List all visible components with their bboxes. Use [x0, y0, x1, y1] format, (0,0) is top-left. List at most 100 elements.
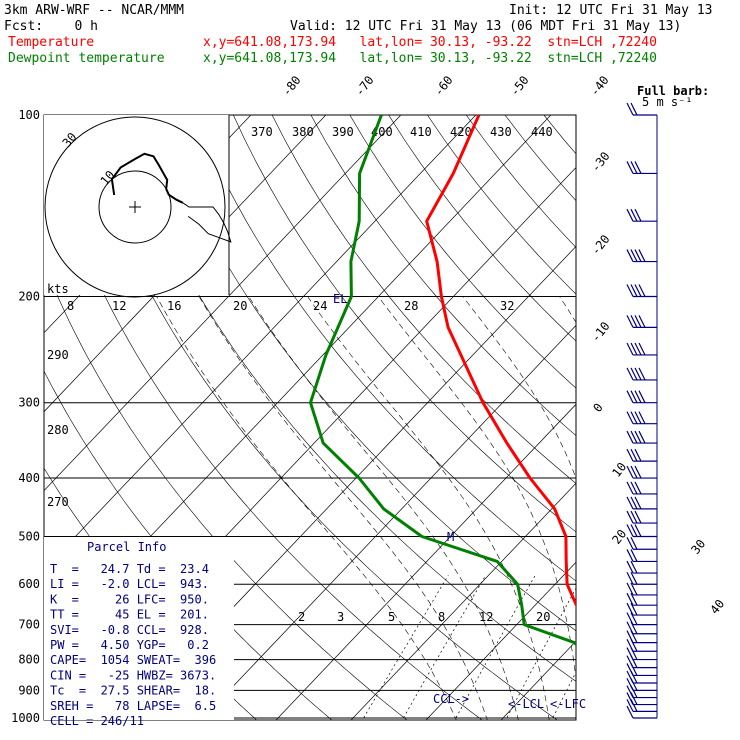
parcel-info-row: SREH = 78 LAPSE= 6.5 [50, 699, 216, 713]
wind-barb [626, 430, 657, 444]
dry-adiabat [583, 115, 740, 731]
wind-barb [626, 208, 657, 222]
mixing-ratio-label: 12 [479, 610, 493, 624]
wind-barb [626, 663, 657, 677]
theta-label: 430 [490, 125, 512, 139]
moist-adiabat [198, 296, 488, 720]
mixing-ratio-label: 5 [388, 610, 395, 624]
dry-adiabat [349, 115, 576, 389]
pressure-label: 100 [18, 108, 40, 122]
dewpoint-legend-label: Dewpoint temperature [8, 51, 165, 66]
el-marker: EL [333, 292, 347, 306]
wind-barb [626, 602, 657, 616]
hodograph-units: kts [47, 282, 69, 296]
hodograph-ring [98, 170, 172, 244]
dry-adiabat [116, 115, 576, 682]
m-marker: M [447, 530, 454, 544]
mixing-ratio-line [362, 575, 449, 720]
isotherm-label: -80 [279, 73, 303, 99]
mixing-ratio-label: 20 [233, 299, 247, 313]
theta-label: 390 [332, 125, 354, 139]
wind-barb [626, 315, 657, 328]
barb-legend-value: 5 m s⁻¹ [642, 95, 693, 109]
forecast-hour: Fcst: 0 h [4, 19, 98, 34]
wind-barb [626, 705, 657, 719]
wind-barb [626, 496, 657, 510]
mixing-ratio-label: 8 [438, 610, 445, 624]
pressure-label: 500 [18, 529, 40, 543]
wind-barb [626, 685, 657, 699]
isotherm-label: -40 [587, 73, 611, 99]
wind-barb [626, 390, 657, 404]
dry-adiabat [155, 115, 576, 632]
mixing-ratio-label: 20 [536, 610, 550, 624]
isotherm-line [44, 115, 477, 571]
temperature-profile-line [425, 115, 576, 607]
wind-barb [626, 549, 657, 563]
mixing-ratio-label: 8 [67, 299, 74, 313]
isotherm-label: 10 [609, 460, 629, 480]
mixing-ratio-label: 24 [313, 299, 327, 313]
moist-adiabat [462, 296, 576, 480]
isotherm-line [350, 482, 576, 720]
pressure-label: 300 [18, 396, 40, 410]
barb-legend-title: Full barb: [637, 84, 709, 98]
theta-label: 410 [410, 125, 432, 139]
mixing-ratio-label: 3 [337, 610, 344, 624]
mixing-ratio-line [401, 575, 487, 720]
moist-adiabat [377, 296, 576, 681]
dewpoint-profile-line [309, 115, 576, 647]
hodograph-trace-high [182, 202, 232, 243]
wind-barb [626, 448, 657, 462]
wind-barb [626, 161, 657, 175]
isotherm-line [44, 115, 402, 492]
isotherm-label: -10 [588, 319, 612, 345]
parcel-info-row: CIN = -25 HWBZ= 3673. [50, 668, 216, 682]
wind-barb [626, 655, 657, 669]
wind-barb [626, 582, 657, 596]
isotherm-line [425, 561, 576, 720]
wind-barb [626, 367, 657, 381]
pressure-label: 600 [18, 577, 40, 591]
dry-adiabat [427, 115, 576, 295]
theta-label: 380 [292, 125, 314, 139]
wind-barb [626, 692, 657, 706]
moist-adiabat [156, 296, 457, 720]
wind-barb [626, 592, 657, 606]
dry-adiabat [271, 115, 576, 484]
theta-label: 440 [531, 125, 553, 139]
theta-label: 270 [47, 495, 69, 509]
parcel-info-row: Tc = 27.5 SHEAR= 18. [50, 684, 216, 698]
dry-adiabat [44, 132, 483, 720]
isotherm-line [500, 640, 576, 720]
pressure-label: 400 [18, 471, 40, 485]
lfc-marker: <-LFC [550, 697, 586, 711]
mixing-ratio-label: 12 [112, 299, 126, 313]
parcel-info-row: SVI= -0.8 CCL= 928. [50, 623, 209, 637]
wind-barb [626, 510, 657, 524]
parcel-info-row: K = 26 LFC= 950. [50, 592, 209, 606]
model-title: 3km ARW-WRF -- NCAR/MMM [4, 3, 185, 18]
dry-adiabat [44, 263, 408, 720]
dry-adiabat [194, 115, 576, 582]
dry-adiabat [543, 115, 576, 155]
wind-barb [626, 536, 657, 550]
parcel-info-box [44, 537, 234, 720]
mixing-ratio-label: 32 [500, 299, 514, 313]
isotherm-label: -50 [507, 73, 531, 99]
isotherm-label: 0 [590, 401, 605, 415]
isotherm-line [275, 403, 576, 720]
dry-adiabat [310, 115, 576, 436]
parcel-info-row: LI = -2.0 LCL= 943. [50, 577, 209, 591]
wind-barb [626, 249, 657, 263]
wind-barb [626, 411, 657, 425]
temperature-legend-info: x,y=641.08,173.94 lat,lon= 30.13, -93.22… [203, 35, 657, 50]
isotherm-line [200, 324, 576, 720]
theta-label: 370 [251, 125, 273, 139]
isotherm-label: -70 [352, 73, 376, 99]
dry-adiabat [77, 115, 558, 720]
lcl-marker: <-LCL [508, 697, 544, 711]
theta-label: 280 [47, 423, 69, 437]
temperature-legend-label: Temperature [8, 35, 95, 50]
